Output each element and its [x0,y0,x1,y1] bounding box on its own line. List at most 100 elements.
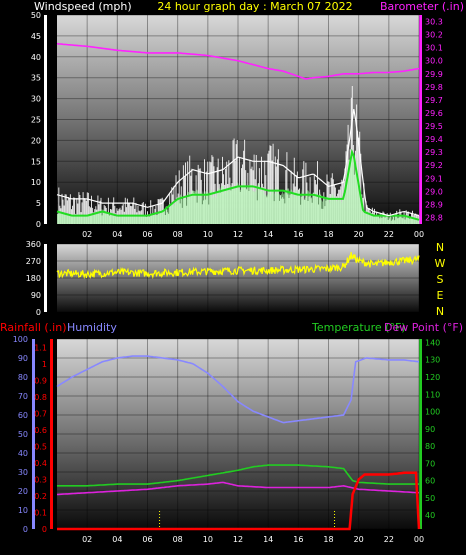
wind-x-tick-3: 08 [173,230,183,239]
direction-tick-labels: 0 90 180 270 360 [26,240,41,317]
barometer-tick-labels: 28.8 28.9 29.0 29.1 29.2 29.3 29.4 29.5 29.6 29.7… [425,18,443,223]
direction-axis-line [44,244,47,312]
humidity-tick-9: 90 [18,354,28,363]
temp-tick-2: 60 [425,477,435,486]
direction-grid [57,243,420,313]
rain-x-tick-10: 22 [384,535,394,544]
rain-x-tick-8: 18 [323,535,333,544]
compass-n-top: N [436,241,444,254]
rain-x-tick-5: 12 [233,535,243,544]
humidity-tick-6: 60 [18,411,28,420]
rain-x-tick-6: 14 [263,535,273,544]
compass-s: S [437,273,444,286]
wind-tick-7: 35 [31,74,41,83]
baro-tick-14: 30.2 [425,31,443,40]
direction-series [56,251,420,280]
rain-tick-0: 0 [42,525,47,534]
compass-e: E [437,289,444,302]
wind-x-tick-9: 20 [354,230,364,239]
rainfall-axis-label: Rainfall (.in) [0,321,67,334]
direction-tick-3: 270 [26,257,41,266]
barometer-axis-label: Barometer (.in) [380,0,464,13]
wind-x-tick-5: 12 [233,230,243,239]
wind-tick-1: 5 [36,199,41,208]
temp-tick-9: 130 [425,356,440,365]
wind-x-tick-0: 02 [82,230,92,239]
rain-tick-10: 1 [42,360,47,369]
rain-x-tick-3: 08 [173,535,183,544]
rain-grid [57,338,420,530]
wind-x-tick-7: 16 [293,230,303,239]
rain-x-tick-1: 04 [112,535,122,544]
humidity-tick-8: 80 [18,373,28,382]
rain-x-tick-2: 06 [142,535,152,544]
rainfall-line [57,471,421,531]
rainfall-tick-labels: 0 0.1 0.2 0.3 0.4 0.5 0.6 0.7 0.8 0.9 1 1.1 [34,343,47,534]
direction-plot-area [57,244,419,312]
baro-tick-12: 30.0 [425,57,443,66]
wind-barometer-series [56,42,420,224]
wind-left-tick-labels: 0 5 10 15 20 25 30 35 40 45 50 [31,11,41,229]
baro-tick-15: 30.3 [425,18,443,27]
humidity-tick-2: 20 [18,487,28,496]
wind-x-tick-1: 04 [112,230,122,239]
baro-tick-9: 29.7 [425,96,443,105]
temperature-axis-label: Temperature (°F) [311,321,406,334]
humidity-tick-7: 70 [18,392,28,401]
baro-tick-7: 29.5 [425,122,443,131]
rain-tick-4: 0.4 [34,459,47,468]
humidity-axis-label: Humidity [67,321,117,334]
rain-x-tick-labels: 02 04 06 08 10 12 14 16 18 20 22 00 [82,535,424,544]
baro-tick-6: 29.4 [425,135,443,144]
wind-tick-5: 25 [31,116,41,125]
direction-tick-1: 90 [31,291,41,300]
temperature-axis-line [419,339,422,529]
humidity-tick-1: 10 [18,506,28,515]
compass-w: W [435,257,446,270]
rain-x-tick-11: 00 [414,535,424,544]
humidity-line [56,355,420,424]
rainfall-axis-line [50,339,53,529]
baro-tick-11: 29.9 [425,70,443,79]
humidity-tick-3: 30 [18,468,28,477]
barometer-axis-line [419,15,422,224]
baro-tick-2: 29.0 [425,187,443,196]
wind-tick-4: 20 [31,136,41,145]
temp-tick-10: 140 [425,338,440,347]
rain-tick-8: 0.8 [34,393,47,402]
humidity-tick-5: 50 [18,430,28,439]
windspeed-axis-label: Windspeed (mph) [34,0,132,13]
dewpoint-axis-label: Dew Point (°F) [384,321,463,334]
wind-x-tick-4: 10 [203,230,213,239]
rain-x-tick-0: 02 [82,535,92,544]
rain-tick-11: 1.1 [34,343,47,352]
wind-direction-panel: 0 90 180 270 360 N W S E N [26,240,446,318]
baro-tick-4: 29.2 [425,161,443,170]
wind-barometer-panel: 0 5 10 15 20 25 30 35 40 45 50 28.8 28.9 29.0 29.1 29.… [31,11,443,239]
baro-tick-10: 29.8 [425,83,443,92]
baro-tick-8: 29.6 [425,109,443,118]
wind-speed-line [56,108,420,217]
wind-tick-10: 50 [31,11,41,20]
rain-x-tick-4: 10 [203,535,213,544]
wind-x-tick-10: 22 [384,230,394,239]
baro-tick-0: 28.8 [425,213,443,222]
temp-tick-5: 90 [425,425,435,434]
rain-x-tick-9: 20 [354,535,364,544]
baro-tick-1: 28.9 [425,200,443,209]
wind-direction-line [56,251,420,280]
rain-tick-2: 0.2 [34,492,47,501]
wind-x-tick-2: 06 [142,230,152,239]
rain-tick-6: 0.6 [34,426,47,435]
rain-humidity-temperature-series [56,355,421,531]
temp-tick-8: 120 [425,373,440,382]
wind-left-axis-line [44,15,47,224]
wind-tick-6: 30 [31,95,41,104]
wind-tick-0: 0 [36,220,41,229]
wind-average-line [56,148,420,221]
wind-x-tick-6: 14 [263,230,273,239]
temp-tick-0: 40 [425,511,435,520]
